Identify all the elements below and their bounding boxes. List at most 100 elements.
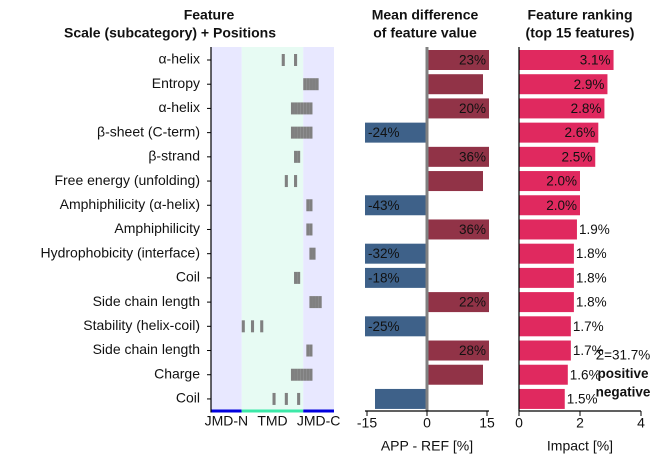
value-label: 36% bbox=[459, 149, 486, 164]
position-mark bbox=[284, 392, 288, 405]
value-label: 2.0% bbox=[546, 174, 577, 189]
bar bbox=[427, 292, 489, 313]
value-label: 2.6% bbox=[565, 125, 596, 140]
position-mark bbox=[294, 126, 298, 139]
value-label: 23% bbox=[459, 53, 486, 68]
position-mark bbox=[284, 175, 288, 188]
position-mark bbox=[309, 102, 313, 115]
position-mark bbox=[294, 150, 298, 163]
y-tick-label: β-sheet (C-term) bbox=[97, 123, 200, 139]
position-mark bbox=[306, 368, 310, 381]
position-mark bbox=[294, 54, 298, 66]
bar bbox=[519, 74, 608, 95]
position-mark bbox=[306, 78, 310, 91]
bar bbox=[365, 122, 427, 143]
position-mark bbox=[303, 126, 307, 139]
bar bbox=[519, 267, 574, 288]
bar bbox=[519, 122, 599, 143]
value-label: 1.9% bbox=[579, 222, 610, 237]
position-mark bbox=[306, 126, 310, 139]
position-mark bbox=[241, 320, 245, 333]
position-mark bbox=[303, 102, 307, 115]
position-mark bbox=[297, 392, 301, 405]
position-mark bbox=[300, 102, 304, 115]
position-mark bbox=[309, 296, 313, 309]
value-label: 1.7% bbox=[573, 319, 604, 334]
bars bbox=[519, 50, 614, 409]
bar bbox=[519, 243, 574, 264]
value-label: 1.7% bbox=[573, 343, 604, 358]
panel-title: Feature ranking bbox=[527, 7, 632, 23]
position-mark bbox=[297, 150, 301, 163]
position-mark bbox=[306, 102, 310, 115]
position-mark bbox=[303, 368, 307, 381]
y-tick-label: Amphiphilicity (α-helix) bbox=[60, 196, 200, 212]
bar bbox=[375, 388, 427, 409]
bar bbox=[519, 146, 596, 167]
bar bbox=[519, 364, 568, 385]
region-band bbox=[241, 47, 304, 411]
position-mark bbox=[303, 78, 307, 91]
position-mark bbox=[306, 344, 310, 357]
y-tick-label: Free energy (unfolding) bbox=[54, 172, 200, 188]
position-mark bbox=[294, 271, 298, 284]
position-mark bbox=[260, 320, 264, 333]
bar bbox=[519, 388, 565, 409]
position-mark bbox=[306, 223, 310, 236]
x-tick-label: 4 bbox=[637, 415, 645, 431]
panel-title: (top 15 features) bbox=[526, 25, 635, 41]
position-mark bbox=[309, 78, 313, 91]
bar bbox=[427, 340, 489, 361]
position-mark bbox=[309, 368, 313, 381]
value-label: 20% bbox=[459, 101, 486, 116]
bar bbox=[427, 171, 483, 192]
region-label: TMD bbox=[257, 413, 287, 429]
bar bbox=[519, 292, 574, 313]
annotation: Σ=31.7% bbox=[596, 348, 651, 363]
bar bbox=[365, 195, 427, 216]
bar bbox=[427, 219, 489, 240]
value-label: 22% bbox=[459, 295, 486, 310]
y-tick-label: Coil bbox=[176, 390, 200, 406]
x-tick-label: 15 bbox=[479, 415, 495, 431]
y-tick-label: Amphiphilicity bbox=[114, 220, 200, 236]
bar bbox=[519, 316, 571, 337]
position-mark bbox=[297, 271, 301, 284]
bar bbox=[427, 364, 483, 385]
value-label: 1.8% bbox=[576, 295, 607, 310]
position-mark bbox=[312, 296, 316, 309]
position-mark bbox=[281, 54, 285, 66]
bar bbox=[365, 316, 427, 337]
x-tick-label: 0 bbox=[423, 415, 431, 431]
position-mark bbox=[309, 126, 313, 139]
bar bbox=[519, 50, 614, 70]
value-label: 2.8% bbox=[571, 101, 602, 116]
value-label: 2.0% bbox=[546, 198, 577, 213]
position-mark bbox=[300, 126, 304, 139]
y-tick-label: Hydrophobicity (interface) bbox=[40, 244, 200, 260]
value-label: 1.8% bbox=[576, 270, 607, 285]
bar bbox=[427, 98, 489, 119]
position-mark bbox=[309, 247, 313, 260]
x-axis-label: Impact [%] bbox=[547, 438, 613, 454]
annotation: positive bbox=[597, 366, 649, 381]
y-tick-label: α-helix bbox=[158, 99, 200, 115]
position-mark bbox=[309, 223, 313, 236]
value-label: 1.6% bbox=[570, 367, 601, 382]
value-label: 1.5% bbox=[567, 392, 598, 407]
value-label: 2.5% bbox=[561, 149, 592, 164]
y-tick-label: Charge bbox=[154, 365, 200, 381]
position-mark bbox=[250, 320, 255, 333]
x-tick-label: -15 bbox=[357, 415, 377, 431]
panel-title: of feature value bbox=[373, 25, 477, 41]
value-label: -32% bbox=[368, 246, 400, 261]
bar bbox=[365, 243, 427, 264]
annotation: negative bbox=[596, 385, 651, 400]
bars bbox=[365, 50, 489, 409]
x-tick-label: 0 bbox=[515, 415, 523, 431]
position-mark bbox=[294, 368, 298, 381]
value-label: -18% bbox=[368, 270, 400, 285]
position-mark bbox=[294, 102, 298, 115]
position-mark bbox=[290, 126, 295, 139]
